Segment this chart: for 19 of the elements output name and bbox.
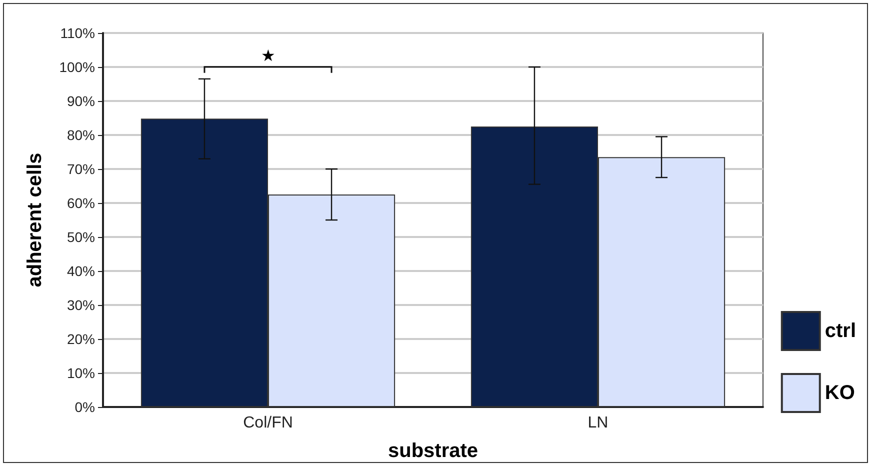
y-tick-label: 40%	[66, 263, 95, 279]
x-axis-title: substrate	[388, 440, 478, 462]
annotation: ★	[261, 48, 275, 65]
y-tick-label: 90%	[66, 93, 95, 109]
y-tick-label: 10%	[66, 365, 95, 381]
y-tick-label: 70%	[66, 161, 95, 177]
y-tick-label: 0%	[74, 399, 95, 415]
x-tick-label: Col/FN	[243, 414, 293, 432]
y-axis-title: adherent cells	[24, 152, 46, 288]
x-tick-label: LN	[588, 414, 608, 432]
legend-label: ctrl	[824, 320, 856, 342]
y-tick-label: 20%	[66, 331, 95, 347]
y-tick-label: 50%	[66, 229, 95, 245]
y-tick-label: 60%	[66, 195, 95, 211]
legend-label: KO	[824, 382, 855, 404]
y-tick-label: 100%	[59, 59, 95, 75]
y-tick-label: 30%	[66, 297, 95, 313]
y-tick-label: 110%	[60, 25, 95, 41]
y-tick-label: 80%	[66, 127, 95, 143]
